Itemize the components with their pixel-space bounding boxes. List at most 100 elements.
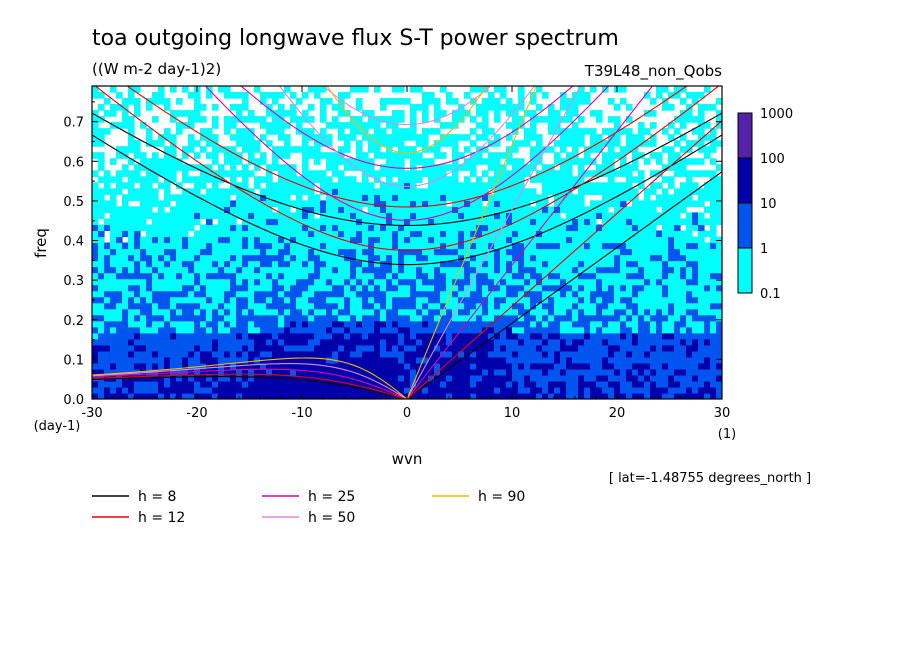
power-cell <box>206 134 213 141</box>
power-cell <box>608 152 615 159</box>
power-cell <box>614 386 621 394</box>
power-cell <box>236 158 243 165</box>
power-cell <box>344 314 351 322</box>
power-cell <box>140 206 147 213</box>
power-cell <box>668 236 675 244</box>
power-cell <box>458 242 465 250</box>
power-cell <box>536 332 543 340</box>
power-cell <box>692 350 699 358</box>
power-cell <box>704 134 711 141</box>
power-cell <box>710 272 717 280</box>
power-cell <box>506 308 513 316</box>
power-cell <box>434 296 441 304</box>
power-cell <box>242 374 249 382</box>
power-cell <box>710 158 717 165</box>
power-cell <box>260 134 267 141</box>
power-cell <box>518 224 525 232</box>
power-cell <box>110 290 117 298</box>
power-cell <box>632 200 639 207</box>
power-cell <box>488 368 495 376</box>
power-cell <box>356 152 363 159</box>
power-cell <box>410 224 417 232</box>
power-cell <box>254 182 261 189</box>
power-cell <box>674 188 681 195</box>
power-cell <box>404 170 411 177</box>
power-cell <box>494 206 501 213</box>
power-cell <box>230 134 237 141</box>
power-cell <box>200 224 207 232</box>
power-cell <box>260 296 267 304</box>
power-cell <box>668 224 675 232</box>
power-cell <box>464 188 471 195</box>
power-cell <box>332 332 339 340</box>
power-cell <box>98 116 105 123</box>
power-cell <box>452 296 459 304</box>
power-cell <box>146 248 153 256</box>
power-cell <box>698 104 705 111</box>
power-cell <box>446 212 453 220</box>
power-cell <box>140 194 147 201</box>
power-cell <box>194 218 201 226</box>
power-cell <box>338 224 345 232</box>
power-cell <box>710 188 717 195</box>
power-cell <box>620 128 627 135</box>
power-cell <box>230 284 237 292</box>
power-cell <box>500 236 507 244</box>
power-cell <box>164 332 171 340</box>
power-cell <box>476 356 483 364</box>
power-cell <box>134 236 141 244</box>
power-cell <box>668 200 675 207</box>
power-cell <box>686 296 693 304</box>
power-cell <box>428 224 435 232</box>
power-cell <box>458 212 465 220</box>
power-cell <box>290 374 297 382</box>
power-cell <box>386 338 393 346</box>
power-cell <box>578 224 585 232</box>
power-cell <box>212 374 219 382</box>
power-cell <box>524 338 531 346</box>
power-cell <box>452 230 459 238</box>
power-cell <box>218 368 225 376</box>
power-cell <box>494 164 501 171</box>
power-cell <box>470 98 477 105</box>
power-cell <box>122 98 129 105</box>
power-cell <box>698 170 705 177</box>
power-cell <box>134 344 141 352</box>
power-cell <box>494 332 501 340</box>
power-cell <box>620 242 627 250</box>
power-cell <box>596 326 603 334</box>
power-cell <box>176 266 183 274</box>
power-cell <box>596 182 603 189</box>
y-unit-label: (day-1) <box>34 419 81 434</box>
power-cell <box>560 176 567 183</box>
power-cell <box>416 176 423 183</box>
power-cell <box>686 356 693 364</box>
power-cell <box>506 284 513 292</box>
power-cell <box>332 284 339 292</box>
power-cell <box>398 230 405 238</box>
power-cell <box>392 320 399 328</box>
power-cell <box>590 170 597 177</box>
power-cell <box>260 278 267 286</box>
power-cell <box>230 164 237 171</box>
power-cell <box>248 380 255 388</box>
power-cell <box>572 344 579 352</box>
power-cell <box>428 278 435 286</box>
power-cell <box>674 212 681 220</box>
power-cell <box>374 362 381 370</box>
power-cell <box>446 218 453 226</box>
power-cell <box>542 182 549 189</box>
power-cell <box>488 314 495 322</box>
power-cell <box>704 284 711 292</box>
power-cell <box>170 326 177 334</box>
power-cell <box>620 296 627 304</box>
power-cell <box>326 350 333 358</box>
power-cell <box>512 188 519 195</box>
power-cell <box>104 272 111 280</box>
power-cell <box>230 116 237 123</box>
power-cell <box>662 332 669 340</box>
power-cell <box>278 326 285 334</box>
power-cell <box>650 254 657 262</box>
power-cell <box>404 206 411 213</box>
power-cell <box>644 194 651 201</box>
